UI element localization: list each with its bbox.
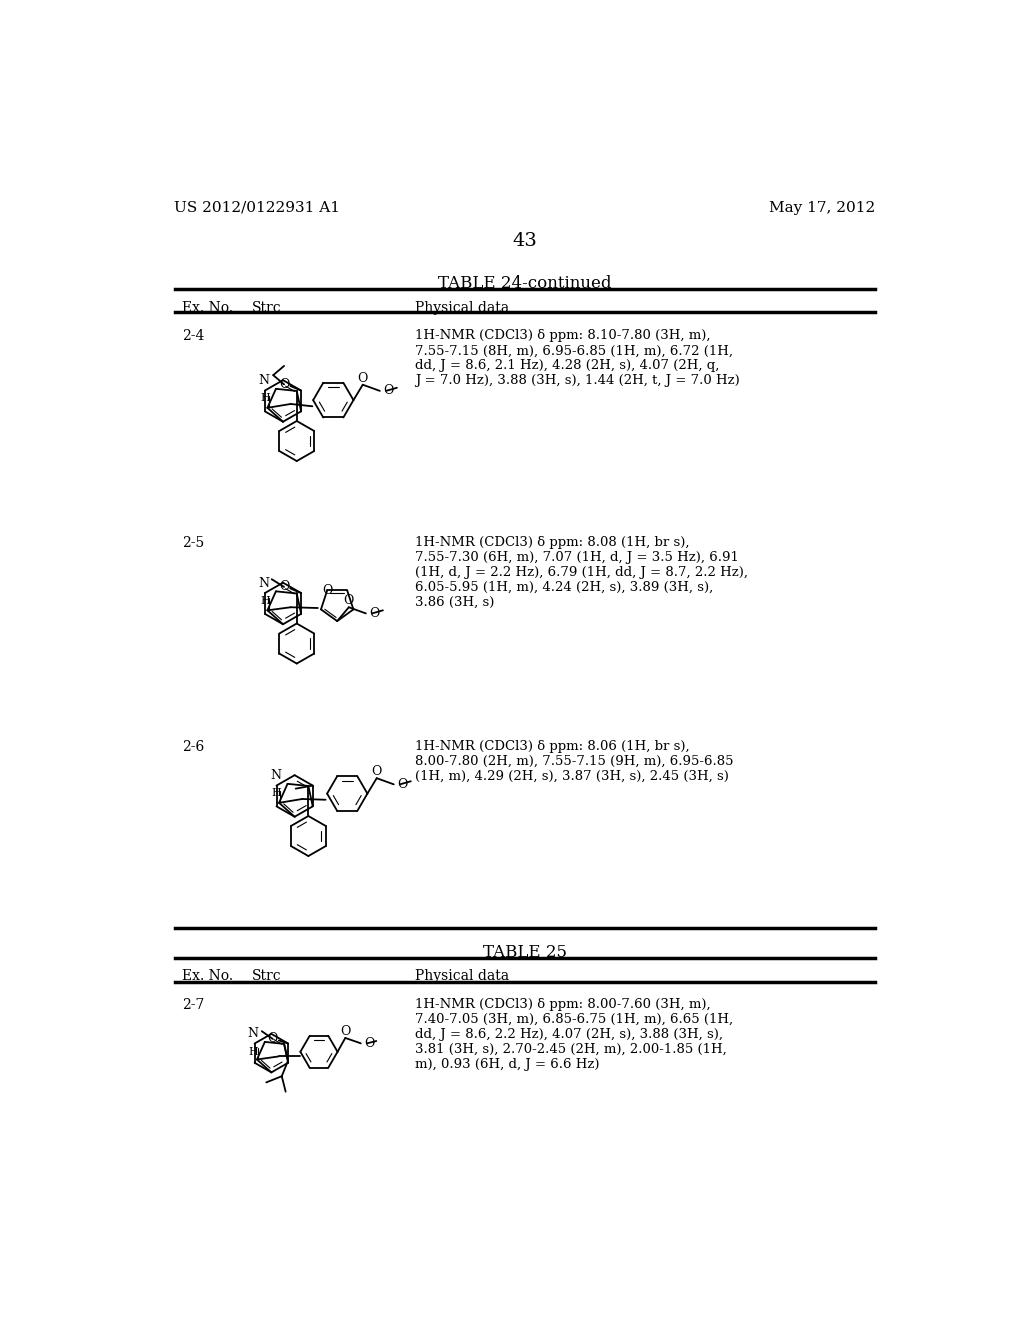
Text: N: N bbox=[248, 1027, 259, 1040]
Text: O: O bbox=[357, 372, 368, 384]
Text: Physical data: Physical data bbox=[415, 301, 509, 315]
Text: O: O bbox=[383, 384, 393, 397]
Text: H: H bbox=[271, 788, 282, 799]
Text: 1H-NMR (CDCl3) δ ppm: 8.06 (1H, br s),
8.00-7.80 (2H, m), 7.55-7.15 (9H, m), 6.9: 1H-NMR (CDCl3) δ ppm: 8.06 (1H, br s), 8… bbox=[415, 739, 733, 783]
Text: 2-4: 2-4 bbox=[182, 330, 205, 343]
Text: 43: 43 bbox=[512, 231, 538, 249]
Text: 1H-NMR (CDCl3) δ ppm: 8.08 (1H, br s),
7.55-7.30 (6H, m), 7.07 (1H, d, J = 3.5 H: 1H-NMR (CDCl3) δ ppm: 8.08 (1H, br s), 7… bbox=[415, 536, 748, 609]
Text: 2-6: 2-6 bbox=[182, 739, 205, 754]
Text: TABLE 25: TABLE 25 bbox=[482, 944, 567, 961]
Text: O: O bbox=[267, 1032, 278, 1045]
Text: O: O bbox=[279, 581, 289, 594]
Text: 2-7: 2-7 bbox=[182, 998, 205, 1011]
Text: O: O bbox=[340, 1024, 350, 1038]
Text: 1H-NMR (CDCl3) δ ppm: 8.10-7.80 (3H, m),
7.55-7.15 (8H, m), 6.95-6.85 (1H, m), 6: 1H-NMR (CDCl3) δ ppm: 8.10-7.80 (3H, m),… bbox=[415, 330, 739, 387]
Text: N: N bbox=[259, 375, 269, 387]
Text: H: H bbox=[249, 1047, 259, 1056]
Text: O: O bbox=[322, 583, 333, 597]
Text: 2-5: 2-5 bbox=[182, 536, 205, 549]
Text: O: O bbox=[397, 777, 408, 791]
Text: May 17, 2012: May 17, 2012 bbox=[769, 201, 876, 215]
Text: Physical data: Physical data bbox=[415, 969, 509, 983]
Text: Ex. No.: Ex. No. bbox=[182, 301, 233, 315]
Text: Strc: Strc bbox=[252, 301, 282, 315]
Text: O: O bbox=[279, 378, 289, 391]
Text: TABLE 24-continued: TABLE 24-continued bbox=[438, 276, 611, 293]
Text: O: O bbox=[372, 766, 382, 779]
Text: H: H bbox=[260, 393, 269, 404]
Text: O: O bbox=[364, 1036, 375, 1049]
Text: Ex. No.: Ex. No. bbox=[182, 969, 233, 983]
Text: Strc: Strc bbox=[252, 969, 282, 983]
Text: H: H bbox=[260, 595, 269, 606]
Text: O: O bbox=[344, 594, 354, 607]
Text: O: O bbox=[369, 607, 379, 620]
Text: US 2012/0122931 A1: US 2012/0122931 A1 bbox=[174, 201, 341, 215]
Text: N: N bbox=[270, 770, 282, 783]
Text: N: N bbox=[259, 577, 269, 590]
Text: 1H-NMR (CDCl3) δ ppm: 8.00-7.60 (3H, m),
7.40-7.05 (3H, m), 6.85-6.75 (1H, m), 6: 1H-NMR (CDCl3) δ ppm: 8.00-7.60 (3H, m),… bbox=[415, 998, 733, 1071]
